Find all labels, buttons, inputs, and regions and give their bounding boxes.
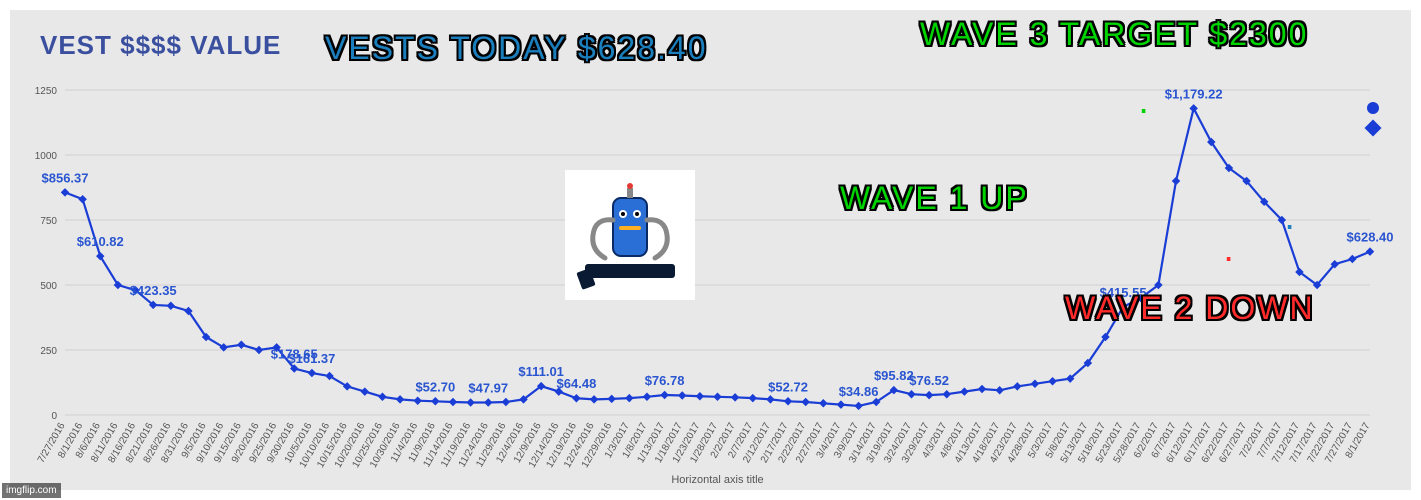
overlay-vests-today: VESTS TODAY $628.40 (325, 30, 708, 67)
svg-text:$95.82: $95.82 (874, 368, 914, 383)
overlay-wave2-down: WAVE 2 DOWN (1065, 290, 1315, 327)
svg-text:250: 250 (40, 346, 57, 357)
svg-text:$47.97: $47.97 (468, 381, 508, 396)
svg-text:$34.86: $34.86 (839, 384, 879, 399)
robot-vacuum-icon (565, 170, 695, 300)
svg-text:$856.37: $856.37 (42, 170, 89, 185)
data-series-line (65, 108, 1370, 406)
svg-text:$610.82: $610.82 (77, 234, 124, 249)
svg-text:$628.40: $628.40 (1347, 230, 1394, 245)
svg-text:$76.78: $76.78 (645, 373, 685, 388)
svg-text:$64.48: $64.48 (557, 376, 597, 391)
dot-wave2-low: . (1222, 242, 1235, 267)
svg-text:1000: 1000 (35, 151, 58, 162)
overlay-wave3-target: WAVE 3 TARGET $2300 (920, 16, 1308, 53)
data-markers (61, 104, 1374, 410)
svg-text:$161.37: $161.37 (288, 351, 335, 366)
svg-text:$52.72: $52.72 (768, 379, 808, 394)
svg-text:500: 500 (40, 281, 57, 292)
svg-text:$76.52: $76.52 (909, 373, 949, 388)
line-chart: 0 250 500 750 1000 1250 $856.37 $610.82 $423.35… (10, 10, 1411, 490)
legend-markers (1363, 100, 1383, 145)
svg-text:1250: 1250 (35, 86, 58, 97)
dot-wave1-peak: . (1137, 94, 1150, 119)
dot-current: . (1283, 210, 1296, 235)
chart-container: VEST $$$$ VALUE 0 250 500 750 1000 1250 $856.… (10, 10, 1411, 490)
svg-text:$423.35: $423.35 (130, 283, 177, 298)
overlay-wave1-up: WAVE 1 UP (840, 180, 1029, 217)
svg-text:$1,179.22: $1,179.22 (1165, 86, 1223, 101)
svg-text:750: 750 (40, 216, 57, 227)
svg-text:0: 0 (51, 411, 57, 422)
svg-text:$52.70: $52.70 (415, 379, 455, 394)
x-axis-title: Horizontal axis title (671, 474, 763, 486)
watermark: imgflip.com (2, 483, 61, 498)
data-labels: $856.37$610.82$423.35$178.65$161.37$52.7… (42, 86, 1394, 399)
chart-title: VEST $$$$ VALUE (40, 30, 281, 61)
